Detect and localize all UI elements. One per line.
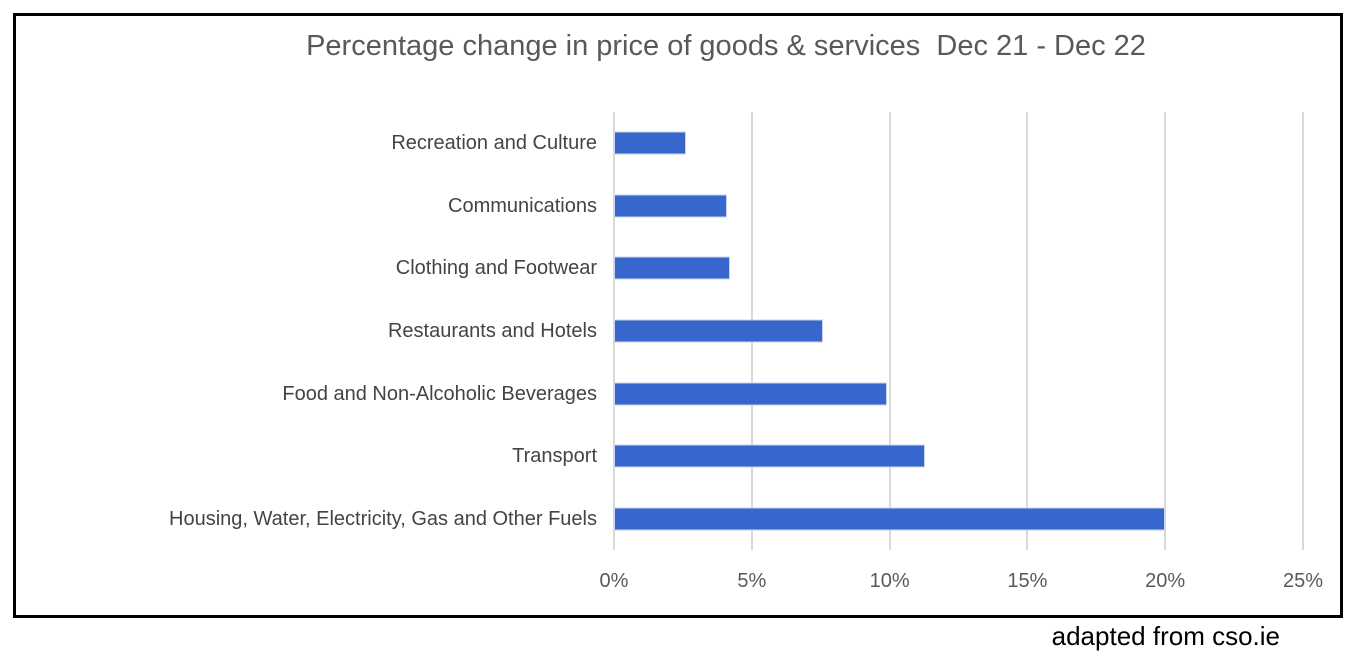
category-label: Housing, Water, Electricity, Gas and Oth… <box>169 507 597 530</box>
bar-track <box>614 112 1303 175</box>
bar-track <box>614 175 1303 238</box>
bar-rows-layer: Recreation and Culture Communications Clot… <box>16 112 1303 550</box>
chart-row: Communications <box>16 175 1303 238</box>
source-note: adapted from cso.ie <box>1051 621 1280 651</box>
chart-row: Food and Non-Alcoholic Beverages <box>16 362 1303 425</box>
bar <box>614 131 686 155</box>
bar <box>614 256 730 280</box>
chart-row: Restaurants and Hotels <box>16 300 1303 363</box>
bar-track <box>614 425 1303 488</box>
chart-row: Clothing and Footwear <box>16 237 1303 300</box>
chart-frame: Percentage change in price of goods & se… <box>13 13 1343 618</box>
x-tick-label: 20% <box>1145 570 1186 592</box>
category-label: Clothing and Footwear <box>395 257 597 280</box>
bar <box>614 319 824 343</box>
bar <box>614 194 727 218</box>
chart-row: Transport <box>16 425 1303 488</box>
x-tick-label: 0% <box>599 570 629 592</box>
chart-title: Percentage change in price of goods & se… <box>306 30 1146 62</box>
category-label: Recreation and Culture <box>391 132 597 155</box>
bar <box>614 382 887 406</box>
bar <box>614 444 926 468</box>
category-label: Restaurants and Hotels <box>387 319 597 342</box>
chart-row: Recreation and Culture <box>16 112 1303 175</box>
gridline <box>1164 112 1167 550</box>
x-tick-label: 15% <box>1007 570 1048 592</box>
x-tick-label: 5% <box>737 570 767 592</box>
bar-track <box>614 487 1303 550</box>
category-label: Communications <box>448 194 597 217</box>
chart-row: Housing, Water, Electricity, Gas and Oth… <box>16 487 1303 550</box>
category-label: Transport <box>512 445 597 468</box>
gridline <box>888 112 891 550</box>
category-label: Food and Non-Alcoholic Beverages <box>282 382 597 405</box>
gridline <box>1302 112 1304 550</box>
x-tick-label: 25% <box>1282 570 1324 592</box>
bar <box>614 507 1166 531</box>
bar-track <box>614 362 1303 425</box>
bar-track <box>614 300 1303 363</box>
x-tick-label: 10% <box>869 570 910 592</box>
bar-track <box>614 237 1303 300</box>
gridline <box>1026 112 1029 550</box>
x-axis: 0% 5% 10% 15% 20% 25% <box>600 570 1323 596</box>
